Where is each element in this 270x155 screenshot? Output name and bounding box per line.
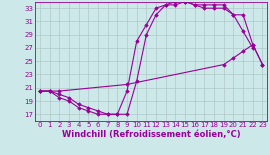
X-axis label: Windchill (Refroidissement éolien,°C): Windchill (Refroidissement éolien,°C) <box>62 130 241 139</box>
